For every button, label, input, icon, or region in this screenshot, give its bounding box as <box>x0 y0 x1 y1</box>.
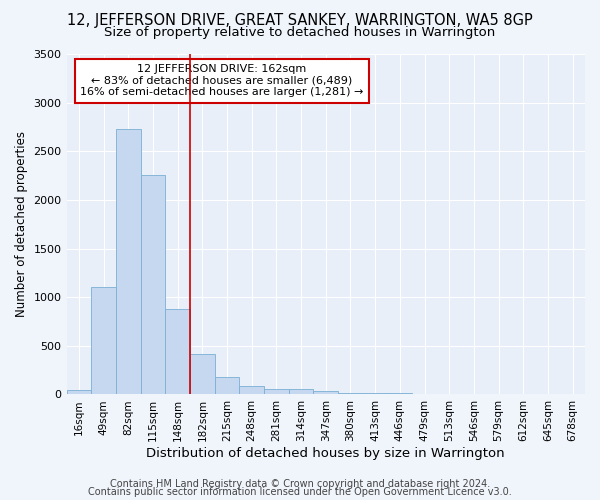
Bar <box>289 389 313 394</box>
Y-axis label: Number of detached properties: Number of detached properties <box>15 131 28 317</box>
Bar <box>313 391 338 394</box>
Bar <box>165 310 190 394</box>
Text: Contains public sector information licensed under the Open Government Licence v3: Contains public sector information licen… <box>88 487 512 497</box>
Text: 12 JEFFERSON DRIVE: 162sqm
← 83% of detached houses are smaller (6,489)
16% of s: 12 JEFFERSON DRIVE: 162sqm ← 83% of deta… <box>80 64 364 98</box>
Text: Contains HM Land Registry data © Crown copyright and database right 2024.: Contains HM Land Registry data © Crown c… <box>110 479 490 489</box>
Text: 12, JEFFERSON DRIVE, GREAT SANKEY, WARRINGTON, WA5 8GP: 12, JEFFERSON DRIVE, GREAT SANKEY, WARRI… <box>67 12 533 28</box>
Bar <box>140 174 165 394</box>
Bar <box>67 390 91 394</box>
Text: Size of property relative to detached houses in Warrington: Size of property relative to detached ho… <box>104 26 496 39</box>
X-axis label: Distribution of detached houses by size in Warrington: Distribution of detached houses by size … <box>146 447 505 460</box>
Bar <box>363 393 388 394</box>
Bar <box>91 288 116 395</box>
Bar <box>215 378 239 394</box>
Bar <box>338 392 363 394</box>
Bar <box>239 386 264 394</box>
Bar <box>116 129 140 394</box>
Bar <box>264 388 289 394</box>
Bar <box>190 354 215 395</box>
